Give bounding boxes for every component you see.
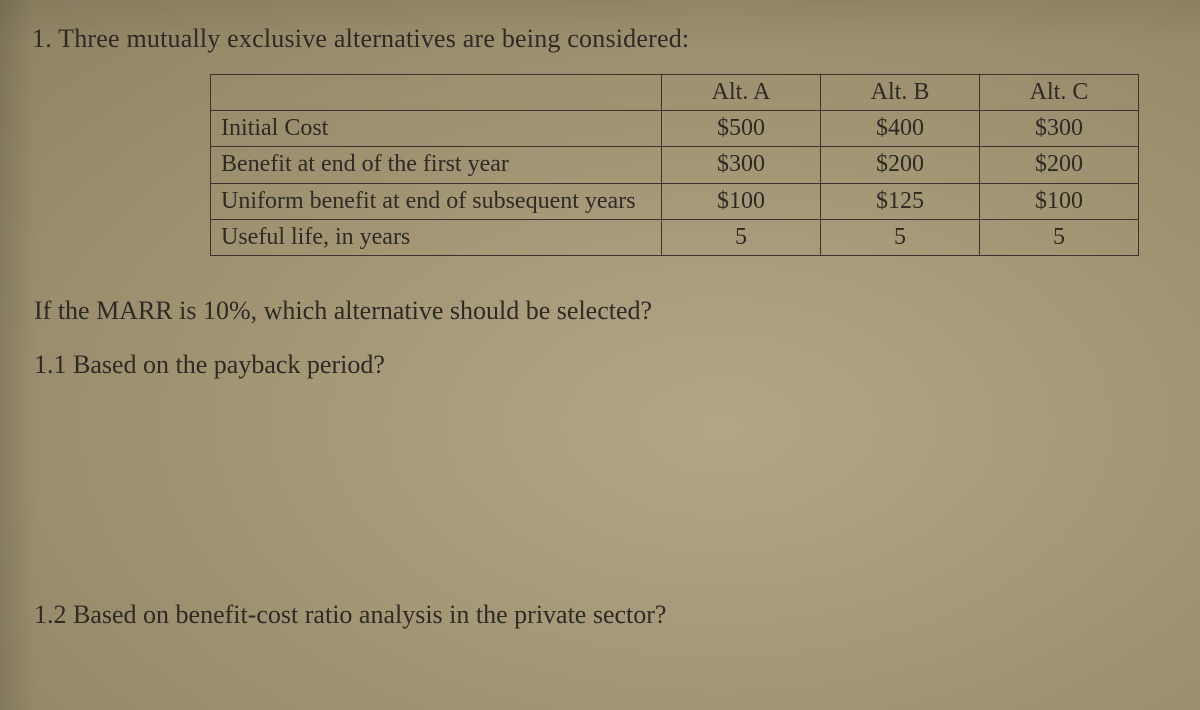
row-label: Useful life, in years [211,219,662,255]
cell: $500 [662,111,821,147]
row-label: Initial Cost [211,111,662,147]
table-row: Initial Cost $500 $400 $300 [211,111,1139,147]
subquestion-2: 1.2 Based on benefit-cost ratio analysis… [34,600,1170,630]
header-alt-a: Alt. A [662,75,821,111]
table-header-row: Alt. A Alt. B Alt. C [211,75,1139,111]
table-row: Benefit at end of the first year $300 $2… [211,147,1139,183]
cell: $100 [662,183,821,219]
cell: $400 [821,111,980,147]
alternatives-table: Alt. A Alt. B Alt. C Initial Cost $500 $… [210,74,1139,256]
cell: $100 [980,183,1139,219]
header-blank [211,75,662,111]
header-alt-c: Alt. C [980,75,1139,111]
marr-line: If the MARR is 10%, which alternative sh… [34,296,1170,326]
cell: 5 [662,219,821,255]
cell: $300 [662,147,821,183]
table-row: Uniform benefit at end of subsequent yea… [211,183,1139,219]
question-line: 1. Three mutually exclusive alternatives… [32,24,1170,54]
cell: $125 [821,183,980,219]
row-label: Uniform benefit at end of subsequent yea… [211,183,662,219]
cell: $200 [980,147,1139,183]
cell: 5 [980,219,1139,255]
subquestion-1: 1.1 Based on the payback period? [34,350,1170,380]
alternatives-table-wrap: Alt. A Alt. B Alt. C Initial Cost $500 $… [210,74,1170,256]
page: 1. Three mutually exclusive alternatives… [0,0,1200,710]
table-row: Useful life, in years 5 5 5 [211,219,1139,255]
cell: $200 [821,147,980,183]
row-label: Benefit at end of the first year [211,147,662,183]
header-alt-b: Alt. B [821,75,980,111]
cell: 5 [821,219,980,255]
cell: $300 [980,111,1139,147]
